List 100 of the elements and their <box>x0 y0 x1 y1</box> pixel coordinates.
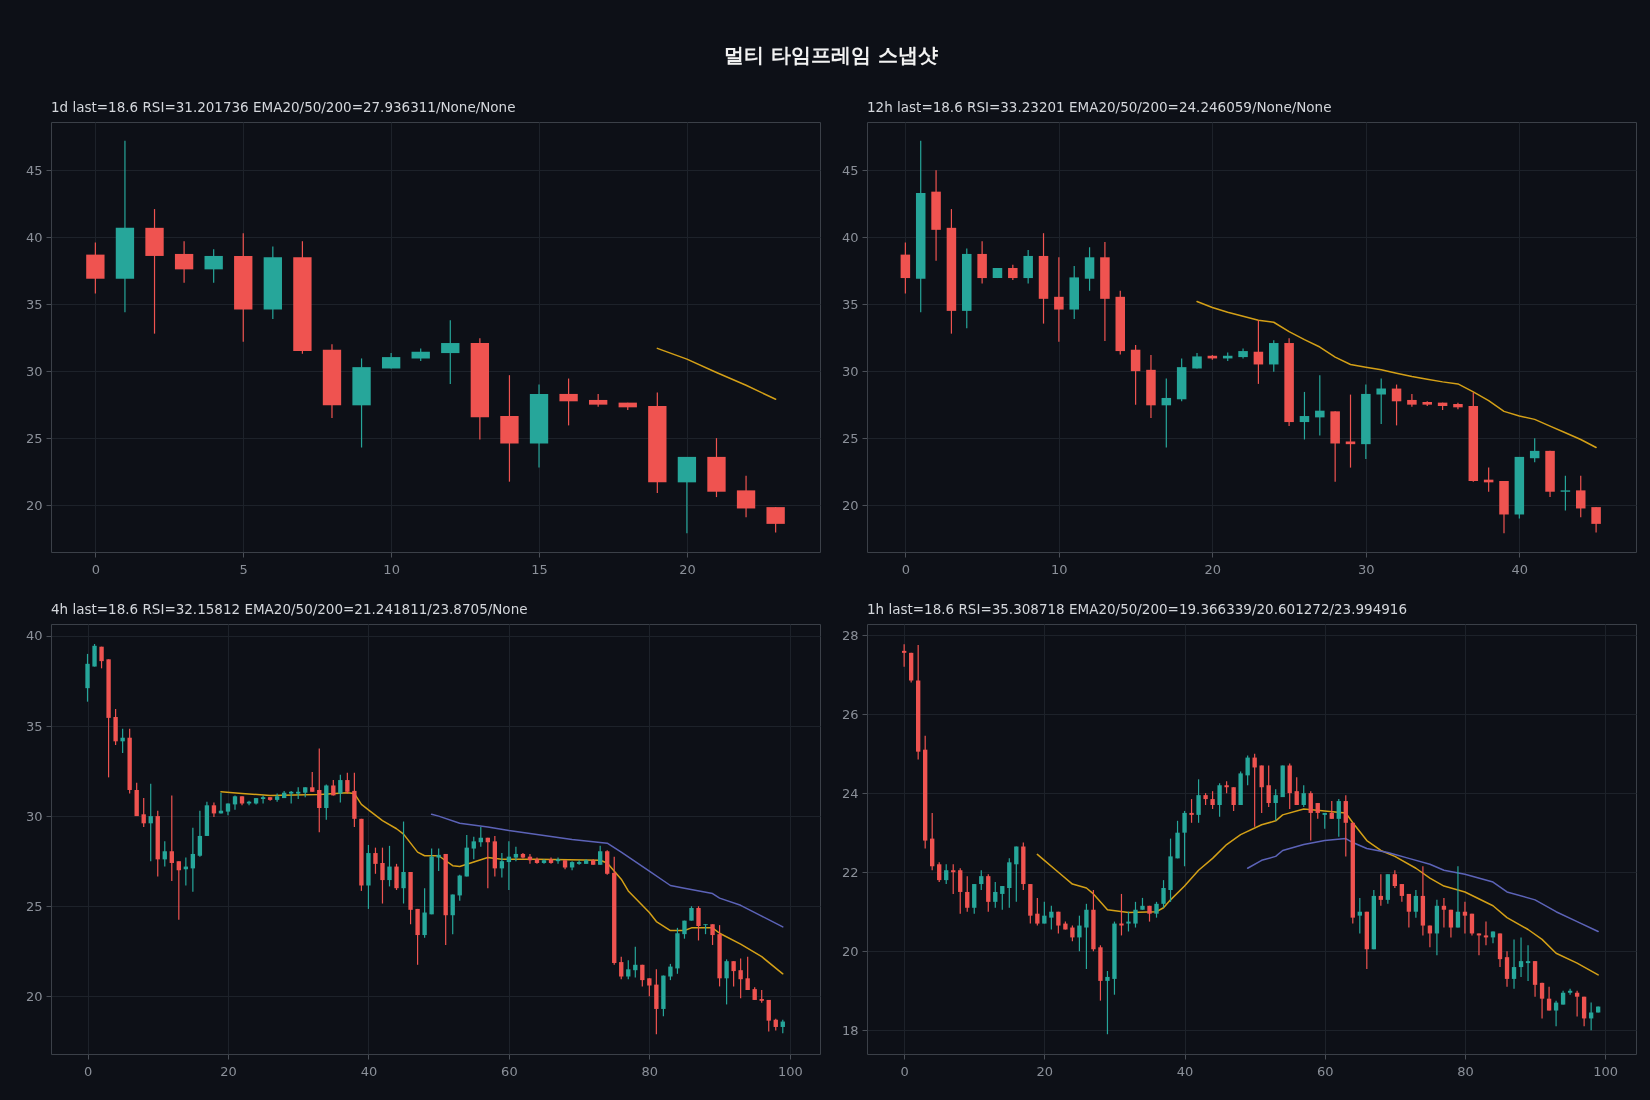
line-series <box>656 347 777 401</box>
candlestick <box>1560 475 1571 512</box>
candlestick <box>944 863 949 885</box>
candlestick <box>1376 377 1386 425</box>
y-tick-label: 35 <box>25 718 43 734</box>
y-tick-label: 40 <box>841 229 859 245</box>
candlestick <box>174 240 194 284</box>
y-tick-label: 40 <box>25 229 43 245</box>
x-tick-label: 40 <box>360 1063 378 1079</box>
candlestick <box>310 771 315 793</box>
candlestick <box>1299 391 1310 441</box>
candlestick <box>338 774 343 804</box>
candlestick <box>1231 786 1236 812</box>
y-tick-label: 25 <box>841 430 859 446</box>
y-tick-label: 20 <box>841 497 859 513</box>
x-tick-label: 40 <box>1511 561 1529 577</box>
candlestick <box>605 849 610 876</box>
candlestick <box>1553 1000 1559 1027</box>
y-tick-label: 20 <box>25 988 43 1004</box>
candlestick <box>1462 901 1468 935</box>
chart-title: 4h last=18.6 RSI=32.15812 EMA20/50/200=21.241811/23.8705/None <box>51 600 528 617</box>
candlestick <box>576 859 582 866</box>
candlestick <box>1273 788 1278 822</box>
y-tick-label: 24 <box>841 785 859 801</box>
candlestick <box>555 856 561 865</box>
candlestick <box>1126 911 1131 933</box>
candlestick <box>169 794 174 882</box>
x-tick-label: 60 <box>501 1063 518 1079</box>
candlestick <box>345 772 350 795</box>
x-tick-label: 40 <box>1176 1063 1194 1079</box>
text: 멀티 타임프레임 스냅샷 <box>723 43 938 67</box>
candlestick <box>1575 475 1586 518</box>
y-tick-label: 18 <box>841 1022 859 1038</box>
candlestick <box>1054 256 1064 343</box>
x-tick-label: 15 <box>531 561 548 577</box>
candlestick <box>1084 903 1089 970</box>
x-tick-label: 20 <box>679 561 696 577</box>
candlestick <box>1189 798 1194 824</box>
candlestick <box>436 847 441 872</box>
candlestick <box>422 887 427 939</box>
line-series <box>430 813 784 928</box>
candlestick <box>1105 970 1110 1035</box>
candlestick <box>1161 879 1166 909</box>
y-tick-label: 26 <box>841 706 859 722</box>
candlestick <box>317 747 322 833</box>
candlestick <box>1504 950 1510 988</box>
candlestick <box>513 846 519 862</box>
x-tick-label: 100 <box>1593 1063 1619 1079</box>
candlestick <box>1343 794 1348 857</box>
candlestick <box>724 958 729 1006</box>
candlestick <box>626 959 631 980</box>
candlestick <box>1336 798 1341 838</box>
y-tick-label: 35 <box>25 296 43 312</box>
candlestick <box>1518 936 1524 978</box>
candlestick <box>148 783 153 862</box>
candlestick <box>1546 986 1552 1012</box>
candlestick <box>1455 865 1461 929</box>
x-tick-label: 80 <box>1457 1063 1474 1079</box>
candlestick <box>324 783 329 821</box>
candlestick <box>1119 893 1124 937</box>
candlestick <box>1259 764 1264 814</box>
candlestick <box>394 863 399 891</box>
y-tick-label: 45 <box>841 162 859 178</box>
candlestick <box>965 875 970 913</box>
candlestick <box>710 923 715 946</box>
candlestick <box>387 845 392 887</box>
y-tick-label: 30 <box>25 808 43 824</box>
candlestick <box>204 248 223 284</box>
candlestick <box>176 860 181 921</box>
candlestick <box>1315 374 1325 437</box>
candlestick <box>647 977 652 997</box>
candlestick <box>1294 776 1299 806</box>
candlestick <box>1539 982 1545 1020</box>
candlestick <box>1591 506 1601 534</box>
candlestick <box>471 836 476 860</box>
candlestick <box>1266 764 1271 808</box>
x-tick-label: 10 <box>383 561 400 577</box>
y-tick-label: 45 <box>25 162 43 178</box>
candlestick <box>1196 778 1201 824</box>
candlestick <box>1130 344 1141 406</box>
chart-title: 1d last=18.6 RSI=31.201736 EMA20/50/200=27.936311/None/None <box>51 98 516 115</box>
candlestick <box>993 881 998 909</box>
candlestick <box>738 957 743 999</box>
candlestick <box>766 999 771 1033</box>
chart-title: 1h last=18.6 RSI=35.308718 EMA20/50/200=19.366339/20.601272/23.994916 <box>867 600 1408 617</box>
y-tick-label: 28 <box>841 627 859 643</box>
y-tick-label: 35 <box>841 296 859 312</box>
candlestick <box>731 960 736 988</box>
candlestick <box>1245 755 1250 786</box>
line-series <box>1196 300 1597 449</box>
candlestick <box>1049 905 1054 931</box>
y-tick-label: 40 <box>25 628 43 644</box>
candlestick <box>92 643 97 668</box>
candlestick <box>1301 784 1306 808</box>
candlestick <box>1448 909 1454 939</box>
x-tick-label: 20 <box>1204 561 1222 577</box>
y-tick-label: 25 <box>25 430 43 446</box>
candlestick <box>1378 873 1384 907</box>
x-tick-label: 30 <box>1358 561 1375 577</box>
candlestick <box>141 797 146 828</box>
